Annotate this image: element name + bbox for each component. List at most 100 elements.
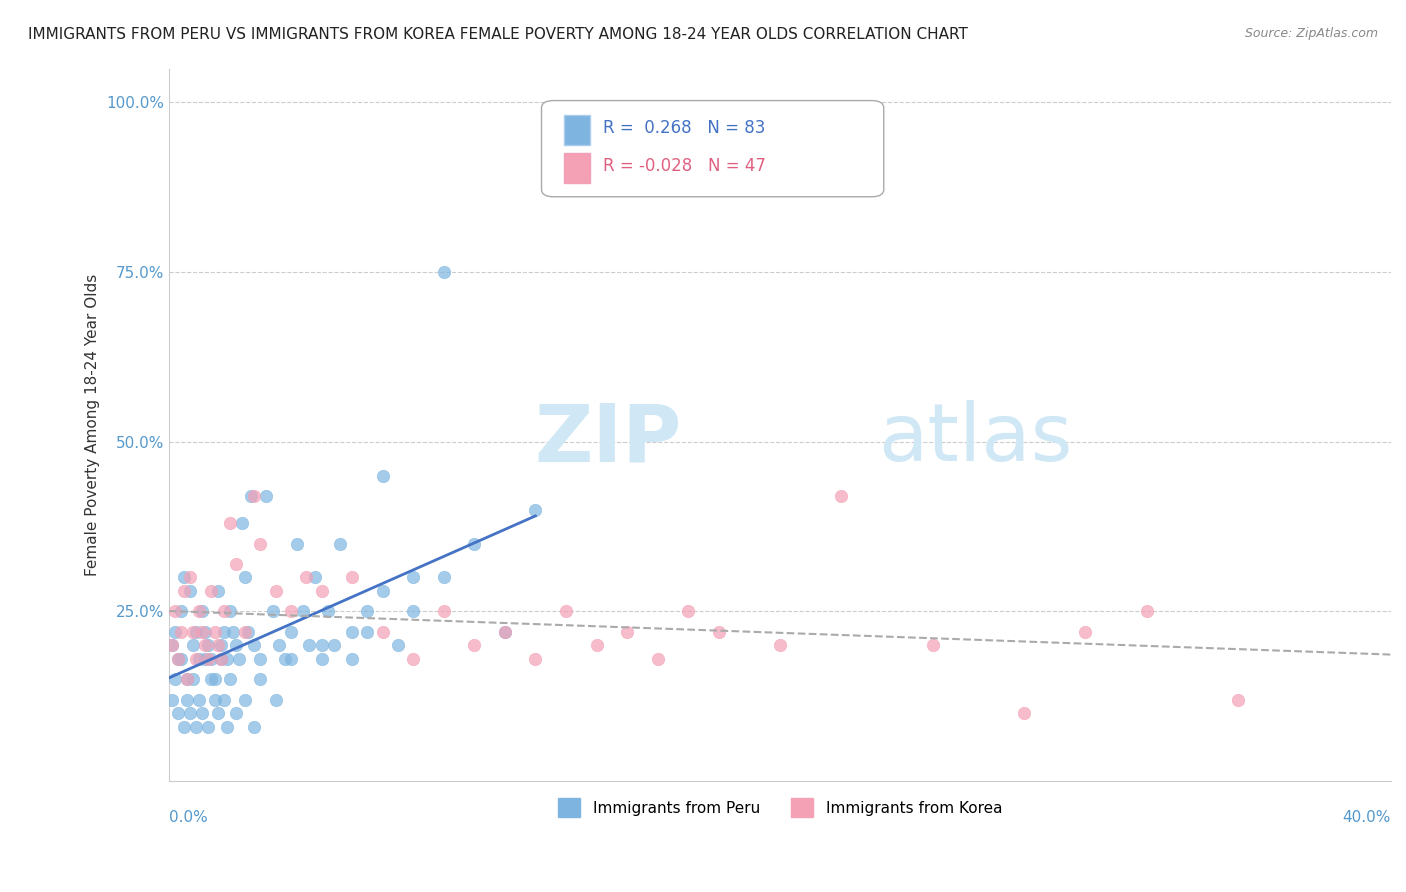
Point (285, 536, 308, 550)
Point (186, 720, 208, 734)
Point (240, 489, 263, 503)
Text: IMMIGRANTS FROM PERU VS IMMIGRANTS FROM KOREA FEMALE POVERTY AMONG 18-24 YEAR OL: IMMIGRANTS FROM PERU VS IMMIGRANTS FROM … (28, 27, 967, 42)
Point (225, 638, 247, 652)
Point (200, 672, 222, 686)
Point (322, 638, 344, 652)
Text: 40.0%: 40.0% (1343, 810, 1391, 824)
Point (249, 672, 271, 686)
Point (298, 638, 321, 652)
Point (207, 584, 229, 599)
Point (463, 536, 485, 550)
Point (371, 584, 394, 599)
Point (463, 638, 485, 652)
Point (186, 652, 208, 666)
Point (249, 652, 271, 666)
FancyBboxPatch shape (541, 101, 884, 197)
Point (204, 624, 226, 639)
Point (167, 652, 190, 666)
Point (494, 624, 516, 639)
Point (181, 672, 204, 686)
Point (188, 652, 211, 666)
Point (233, 692, 256, 706)
Point (311, 584, 333, 599)
Point (292, 604, 315, 618)
Point (207, 638, 229, 652)
Point (191, 706, 214, 720)
Point (186, 624, 208, 639)
Text: 0.0%: 0.0% (169, 810, 208, 824)
Point (231, 516, 253, 530)
Point (524, 652, 547, 666)
Point (304, 570, 326, 584)
Point (340, 652, 363, 666)
Point (243, 489, 266, 503)
Point (228, 652, 250, 666)
Point (225, 706, 247, 720)
Point (769, 638, 792, 652)
Point (1135, 604, 1157, 618)
Point (212, 604, 235, 618)
Point (218, 516, 240, 530)
Point (402, 652, 425, 666)
Point (191, 604, 214, 618)
Text: ZIP: ZIP (534, 400, 682, 478)
Point (160, 692, 183, 706)
Point (181, 624, 204, 639)
Point (179, 706, 201, 720)
Point (280, 604, 302, 618)
Point (921, 638, 943, 652)
Point (830, 489, 852, 503)
Point (1014, 706, 1036, 720)
Point (194, 638, 217, 652)
Point (225, 557, 247, 571)
Point (340, 624, 363, 639)
Point (163, 624, 186, 639)
Point (280, 624, 302, 639)
Point (676, 604, 699, 618)
Point (585, 638, 607, 652)
Point (494, 624, 516, 639)
Point (402, 604, 425, 618)
Point (188, 604, 211, 618)
Point (170, 652, 193, 666)
Point (163, 604, 186, 618)
Point (329, 536, 352, 550)
Point (256, 489, 278, 503)
Point (176, 672, 198, 686)
Point (194, 624, 217, 639)
Point (197, 638, 219, 652)
Point (197, 720, 219, 734)
Point (340, 570, 363, 584)
Point (274, 652, 297, 666)
Point (170, 624, 193, 639)
Text: Source: ZipAtlas.com: Source: ZipAtlas.com (1244, 27, 1378, 40)
Point (173, 720, 195, 734)
Point (433, 570, 456, 584)
Point (402, 570, 425, 584)
Point (243, 638, 266, 652)
Text: R =  0.268   N = 83: R = 0.268 N = 83 (603, 119, 765, 136)
Point (179, 570, 201, 584)
Point (179, 584, 201, 599)
Point (181, 638, 204, 652)
Point (200, 652, 222, 666)
Point (209, 638, 232, 652)
Legend: Immigrants from Peru, Immigrants from Korea: Immigrants from Peru, Immigrants from Ko… (551, 792, 1008, 823)
Point (387, 638, 409, 652)
Point (218, 672, 240, 686)
Point (218, 604, 240, 618)
Point (173, 570, 195, 584)
Point (160, 638, 183, 652)
Point (204, 692, 226, 706)
Point (264, 692, 287, 706)
Point (173, 584, 195, 599)
Point (311, 638, 333, 652)
Point (212, 692, 235, 706)
Point (1074, 624, 1097, 639)
Point (267, 638, 290, 652)
Point (233, 570, 256, 584)
Point (264, 584, 287, 599)
Point (176, 672, 198, 686)
Y-axis label: Female Poverty Among 18-24 Year Olds: Female Poverty Among 18-24 Year Olds (86, 274, 100, 576)
Point (356, 624, 378, 639)
